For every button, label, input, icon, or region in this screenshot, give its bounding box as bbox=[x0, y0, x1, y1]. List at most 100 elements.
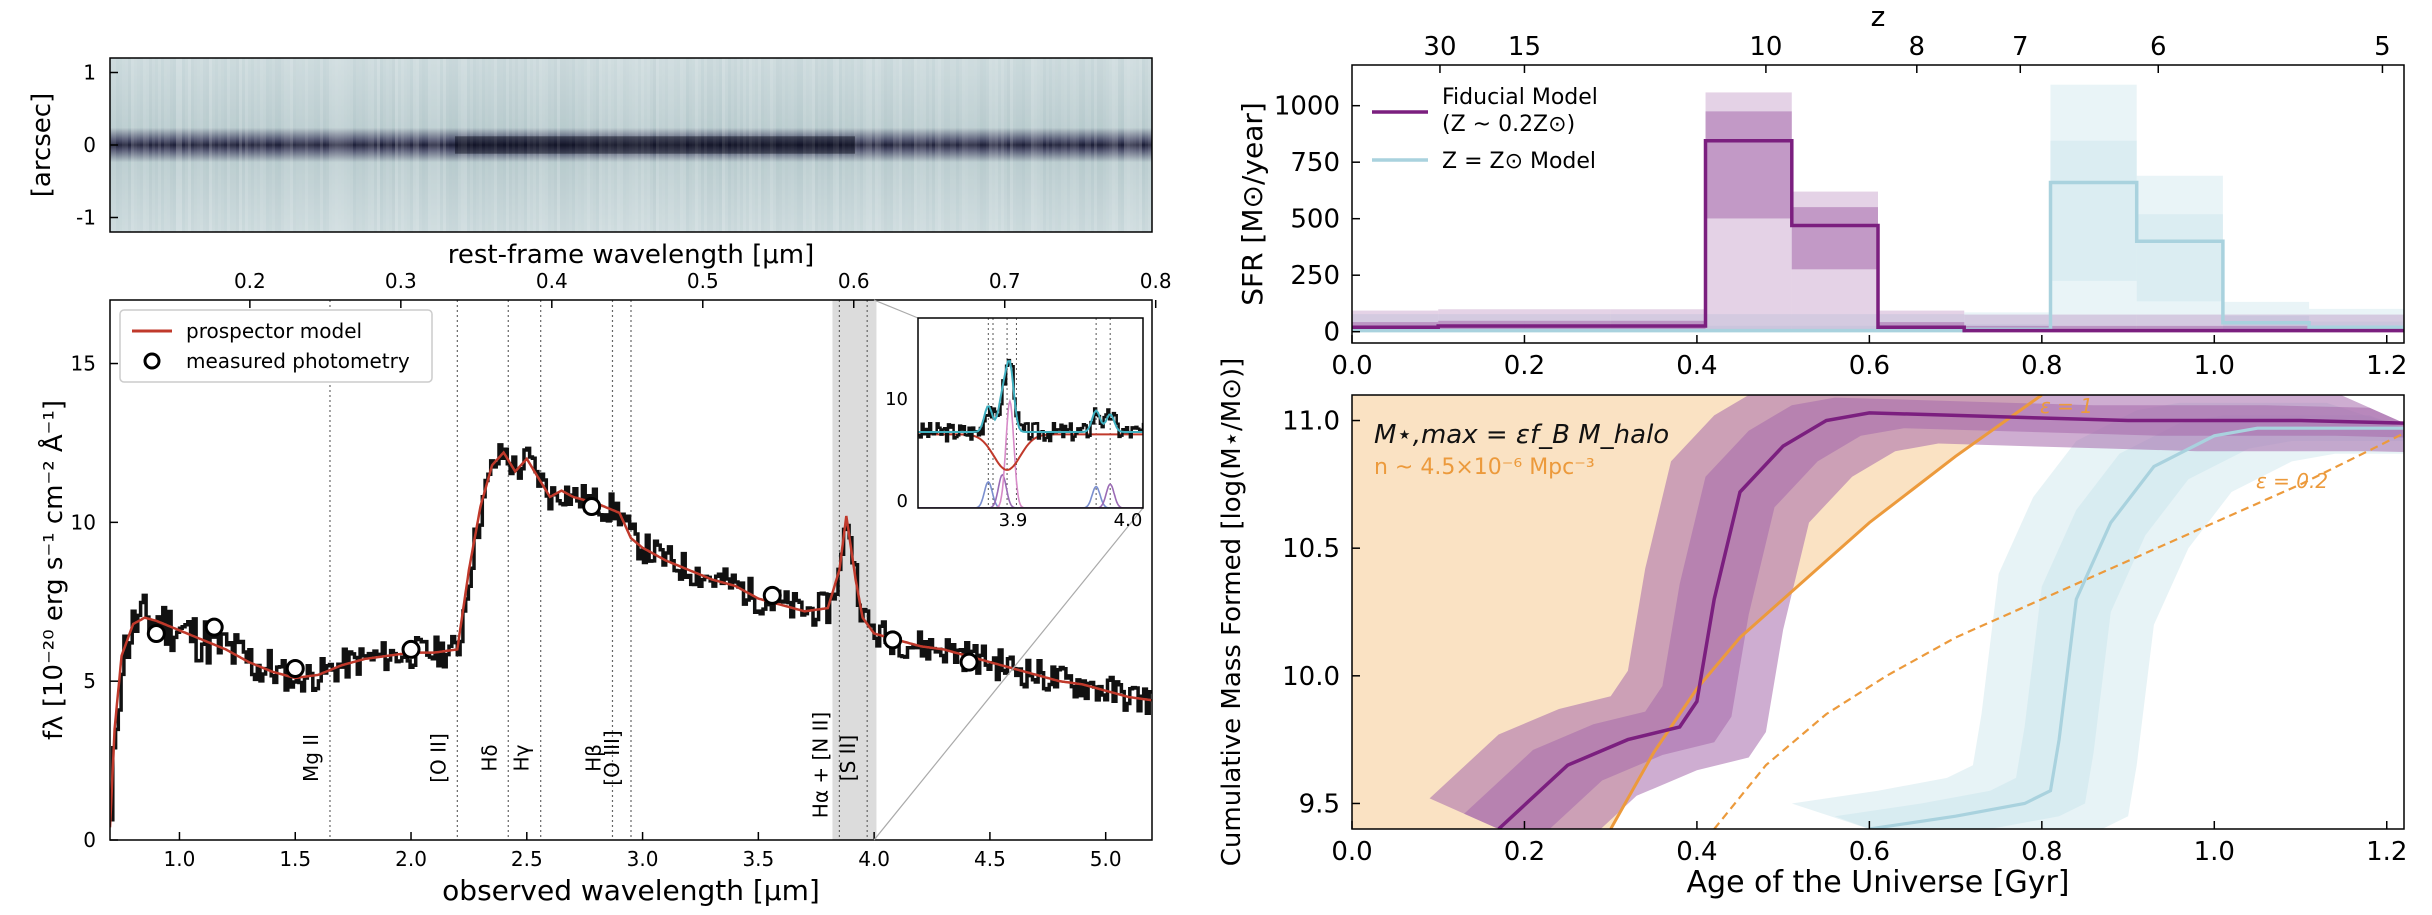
noise-column bbox=[1130, 58, 1133, 232]
noise-column bbox=[344, 58, 347, 232]
noise-column bbox=[866, 58, 869, 232]
noise-column bbox=[1031, 58, 1034, 232]
noise-column bbox=[239, 58, 242, 232]
noise-column bbox=[539, 58, 542, 232]
noise-column bbox=[764, 58, 767, 232]
noise-column bbox=[347, 58, 350, 232]
emission-line-label: [S II] bbox=[836, 735, 860, 781]
noise-column bbox=[485, 58, 488, 232]
noise-column bbox=[1070, 58, 1073, 232]
noise-column bbox=[290, 58, 293, 232]
noise-column bbox=[947, 58, 950, 232]
noise-column bbox=[818, 58, 821, 232]
noise-column bbox=[479, 58, 482, 232]
noise-column bbox=[581, 58, 584, 232]
noise-column bbox=[920, 58, 923, 232]
noise-column bbox=[785, 58, 788, 232]
cum-xtick-label: 1.2 bbox=[2366, 837, 2407, 867]
legend-fiducial-metallicity: (Z ~ 0.2Z⊙) bbox=[1442, 112, 1575, 137]
noise-column bbox=[248, 58, 251, 232]
noise-column bbox=[521, 58, 524, 232]
noise-column bbox=[215, 58, 218, 232]
noise-column bbox=[911, 58, 914, 232]
noise-column bbox=[140, 58, 143, 232]
noise-column bbox=[134, 58, 137, 232]
cum-xtick-label: 0.4 bbox=[1676, 837, 1717, 867]
cum-xtick-label: 1.0 bbox=[2194, 837, 2235, 867]
noise-column bbox=[788, 58, 791, 232]
noise-column bbox=[611, 58, 614, 232]
sfh-fiducial-model-line bbox=[1352, 138, 2404, 333]
sfh-xtick-label: 1.0 bbox=[2194, 351, 2235, 381]
sfh-ytick-label: 0 bbox=[1323, 318, 1340, 348]
noise-column bbox=[884, 58, 887, 232]
noise-column bbox=[353, 58, 356, 232]
noise-column bbox=[659, 58, 662, 232]
inset-ytick-0: 0 bbox=[897, 491, 908, 512]
noise-column bbox=[722, 58, 725, 232]
noise-column bbox=[161, 58, 164, 232]
legend-fiducial-label: Fiducial Model bbox=[1442, 85, 1598, 110]
noise-column bbox=[1079, 58, 1082, 232]
noise-column bbox=[359, 58, 362, 232]
noise-column bbox=[242, 58, 245, 232]
noise-column bbox=[185, 58, 188, 232]
noise-column bbox=[887, 58, 890, 232]
legend-box bbox=[119, 309, 433, 383]
noise-column bbox=[371, 58, 374, 232]
noise-column bbox=[725, 58, 728, 232]
sfr-uncertainty-band bbox=[1705, 325, 1792, 332]
redshift-tick-label: 7 bbox=[2012, 32, 2029, 62]
noise-column bbox=[296, 58, 299, 232]
noise-column bbox=[446, 58, 449, 232]
noise-column bbox=[608, 58, 611, 232]
noise-column bbox=[875, 58, 878, 232]
cumulative-fiducial-line bbox=[1497, 411, 2404, 829]
noise-column bbox=[191, 58, 194, 232]
noise-column bbox=[863, 58, 866, 232]
noise-column bbox=[1112, 58, 1115, 232]
noise-column bbox=[212, 58, 215, 232]
rest-frame-tick-label: 0.3 bbox=[385, 269, 417, 293]
sfh-ytick-label: 1000 bbox=[1274, 92, 1340, 122]
noise-column bbox=[332, 58, 335, 232]
noise-column bbox=[770, 58, 773, 232]
noise-column bbox=[335, 58, 338, 232]
noise-column bbox=[164, 58, 167, 232]
sfh-xtick-label: 0.2 bbox=[1504, 351, 1545, 381]
spec-xtick-label: 4.0 bbox=[858, 847, 890, 871]
noise-column bbox=[1055, 58, 1058, 232]
noise-column bbox=[365, 58, 368, 232]
sfh-legend: Fiducial Model (Z ~ 0.2Z⊙) Z = Z⊙ Model bbox=[1372, 85, 1598, 174]
noise-column bbox=[1064, 58, 1067, 232]
noise-column bbox=[944, 58, 947, 232]
noise-column bbox=[227, 58, 230, 232]
noise-column bbox=[899, 58, 902, 232]
noise-column bbox=[152, 58, 155, 232]
noise-column bbox=[536, 58, 539, 232]
noise-column bbox=[551, 58, 554, 232]
noise-column bbox=[1127, 58, 1130, 232]
noise-column bbox=[557, 58, 560, 232]
noise-column bbox=[260, 58, 263, 232]
noise-column bbox=[488, 58, 491, 232]
noise-column bbox=[566, 58, 569, 232]
noise-column bbox=[404, 58, 407, 232]
sfh-xtick-label: 1.2 bbox=[2366, 351, 2407, 381]
photometry-point bbox=[883, 630, 903, 650]
noise-column bbox=[158, 58, 161, 232]
cum-xtick-label: 0.0 bbox=[1331, 837, 1372, 867]
noise-column bbox=[1085, 58, 1088, 232]
noise-column bbox=[269, 58, 272, 232]
noise-column bbox=[569, 58, 572, 232]
noise-column bbox=[1004, 58, 1007, 232]
noise-column bbox=[767, 58, 770, 232]
noise-column bbox=[932, 58, 935, 232]
sfr-uncertainty-band bbox=[2136, 325, 2223, 332]
noise-column bbox=[965, 58, 968, 232]
epsilon-02-annotation: ε = 0.2 bbox=[2256, 469, 2328, 493]
noise-column bbox=[980, 58, 983, 232]
noise-column bbox=[962, 58, 965, 232]
spec-xtick-label: 1.5 bbox=[279, 847, 311, 871]
noise-column bbox=[782, 58, 785, 232]
